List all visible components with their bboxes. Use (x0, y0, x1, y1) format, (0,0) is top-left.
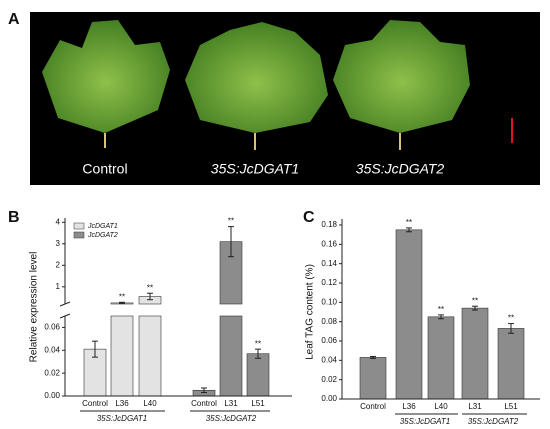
y-tick-label: 0.02 (321, 375, 337, 384)
significance: ** (438, 305, 444, 314)
x-tick-label: L36 (115, 399, 129, 408)
bar (497, 328, 525, 400)
panel-label: B (8, 209, 20, 226)
x-tick-label: L36 (402, 402, 416, 411)
significance: ** (472, 296, 478, 305)
y-tick-label: 0.04 (44, 345, 60, 354)
significance: ** (255, 339, 261, 348)
significance: ** (508, 314, 514, 323)
significance: ** (119, 292, 125, 301)
group-label: 35S:JcDGAT1 (400, 417, 451, 426)
y-tick-label: 0.00 (44, 391, 60, 400)
x-tick-label: Control (191, 399, 217, 408)
legend-label: JcDGAT2 (87, 232, 118, 239)
bar (246, 353, 270, 397)
bar (395, 229, 423, 400)
x-tick-label: L51 (251, 399, 265, 408)
x-tick-label: L31 (468, 402, 482, 411)
panel-label: C (303, 209, 315, 226)
group-label: 35S:JcDGAT2 (468, 417, 519, 426)
y-tick-label: 0.06 (44, 323, 60, 332)
y-tick-label: 0.10 (321, 297, 337, 306)
leaves (42, 20, 470, 133)
x-tick-label: Control (82, 399, 108, 408)
legend-swatch (73, 231, 85, 239)
y-tick-label: 0.06 (321, 336, 337, 345)
y-tick-label: 2 (56, 260, 61, 269)
bar-lower (219, 315, 243, 397)
photo-label: 35S:JcDGAT2 (356, 161, 445, 177)
significance: ** (147, 283, 153, 292)
y-tick-label: 0.00 (321, 394, 337, 403)
bar-lower (110, 315, 134, 397)
legend-label: JcDGAT1 (87, 223, 118, 230)
y-tick-label: 0.16 (321, 239, 337, 248)
legend-swatch (73, 222, 85, 230)
x-tick-label: L31 (224, 399, 238, 408)
bar (359, 357, 387, 400)
y-tick-label: 0.18 (321, 220, 337, 229)
photo-label: Control (82, 161, 127, 177)
y-tick-label: 0.08 (321, 317, 337, 326)
photo-label: 35S:JcDGAT1 (211, 161, 299, 177)
petioles (104, 133, 401, 150)
x-tick-label: L40 (434, 402, 448, 411)
significance: ** (406, 218, 412, 227)
group-label: 35S:JcDGAT2 (206, 414, 257, 423)
significance: ** (228, 217, 234, 226)
bar (427, 316, 455, 400)
x-tick-label: L51 (504, 402, 518, 411)
bar-lower (138, 315, 162, 397)
y-tick-label: 0.12 (321, 278, 337, 287)
panel-label: A (8, 11, 20, 28)
x-tick-label: Control (360, 402, 386, 411)
y-axis-label: Leaf TAG content (%) (305, 264, 316, 360)
y-tick-label: 1 (56, 282, 61, 291)
y-tick-label: 0.14 (321, 259, 337, 268)
y-tick-label: 0.02 (44, 368, 60, 377)
axis-break (59, 301, 71, 319)
y-tick-label: 4 (56, 217, 61, 226)
y-tick-label: 3 (56, 239, 61, 248)
y-tick-label: 0.04 (321, 355, 337, 364)
group-label: 35S:JcDGAT1 (97, 414, 148, 423)
bar (461, 307, 489, 400)
y-axis-label: Relative expression level (29, 252, 40, 363)
x-tick-label: L40 (143, 399, 157, 408)
